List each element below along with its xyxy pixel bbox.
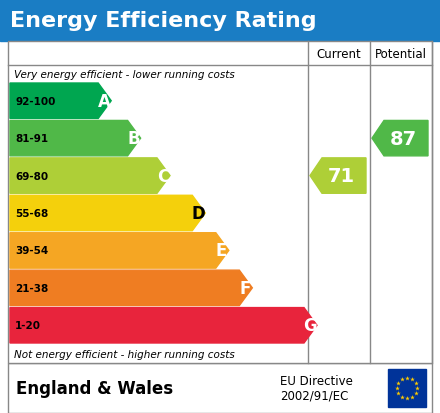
Polygon shape (10, 271, 252, 306)
Polygon shape (10, 233, 229, 268)
Text: 39-54: 39-54 (15, 246, 48, 256)
Bar (0, 0, 440, 42)
Text: F: F (239, 279, 251, 297)
Text: D: D (191, 204, 205, 223)
Text: 87: 87 (390, 129, 417, 148)
Bar (8, 42, 432, 363)
Text: 71: 71 (328, 167, 355, 185)
Polygon shape (372, 121, 428, 157)
Polygon shape (310, 159, 366, 194)
Text: 81-91: 81-91 (15, 134, 48, 144)
Polygon shape (10, 84, 111, 119)
Text: B: B (127, 130, 140, 148)
Polygon shape (10, 121, 141, 157)
Text: England & Wales: England & Wales (16, 379, 173, 397)
Text: Potential: Potential (375, 47, 427, 60)
Text: G: G (303, 316, 317, 335)
Text: A: A (98, 93, 110, 110)
Text: E: E (216, 242, 227, 260)
Text: EU Directive: EU Directive (280, 375, 353, 387)
Text: Current: Current (317, 47, 361, 60)
Text: Energy Efficiency Rating: Energy Efficiency Rating (10, 11, 317, 31)
Text: 55-68: 55-68 (15, 209, 48, 218)
Text: Very energy efficient - lower running costs: Very energy efficient - lower running co… (14, 70, 235, 80)
Text: 2002/91/EC: 2002/91/EC (280, 389, 348, 401)
Polygon shape (10, 196, 205, 231)
Text: 21-38: 21-38 (15, 283, 48, 293)
Text: Not energy efficient - higher running costs: Not energy efficient - higher running co… (14, 349, 235, 359)
Text: 1-20: 1-20 (15, 320, 41, 330)
Bar (388, 369, 426, 407)
Bar (8, 363, 432, 413)
Text: C: C (157, 167, 169, 185)
Polygon shape (10, 308, 317, 343)
Text: 69-80: 69-80 (15, 171, 48, 181)
Polygon shape (10, 159, 170, 194)
Text: 92-100: 92-100 (15, 97, 55, 107)
